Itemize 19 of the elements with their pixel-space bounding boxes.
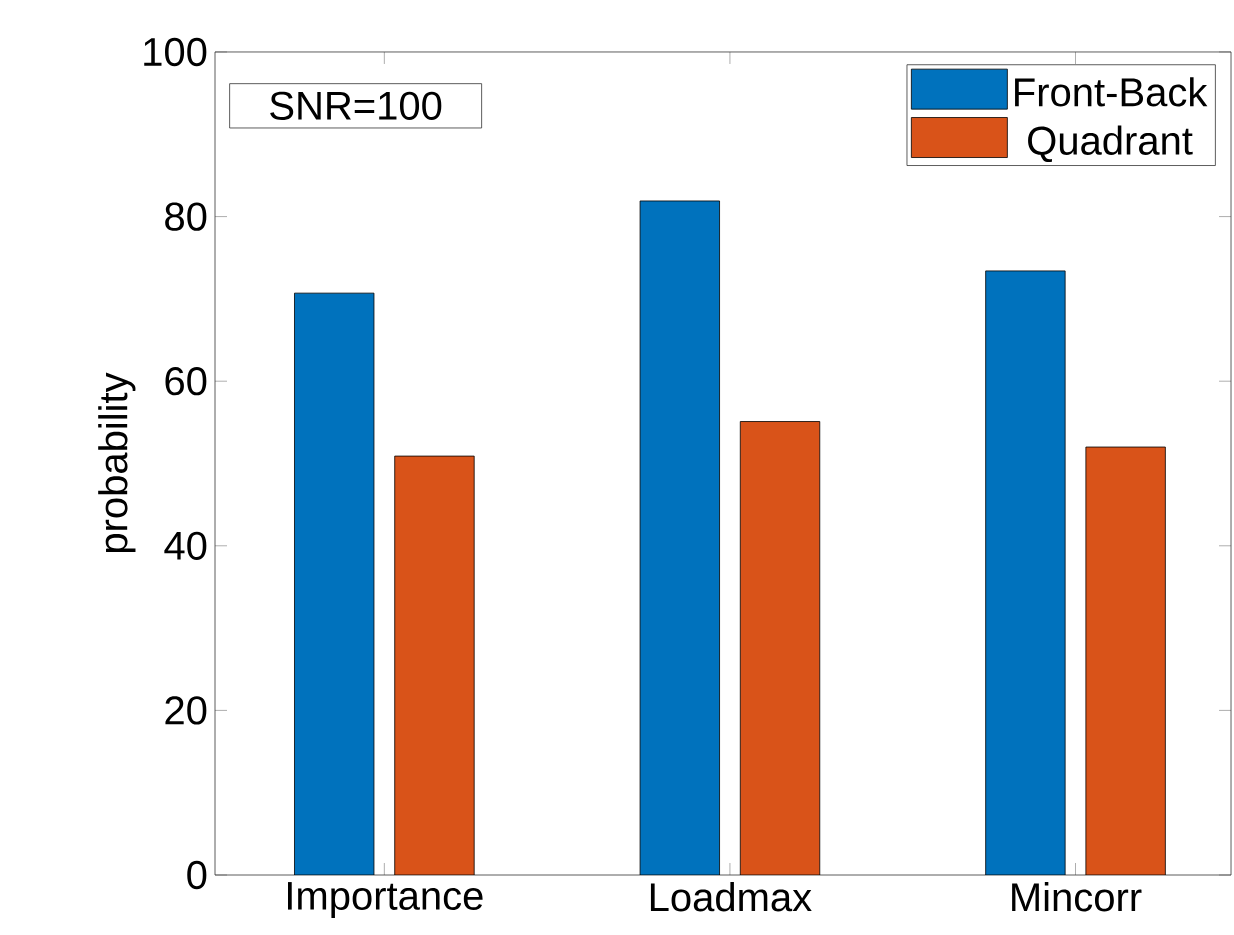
legend-label: Front-Back bbox=[1015, 77, 1208, 107]
x-tick-label: Loadmax bbox=[650, 882, 812, 912]
bar bbox=[639, 200, 720, 875]
x-tick-label: Importance bbox=[287, 882, 483, 918]
legend-label: Quadrant bbox=[1028, 125, 1193, 163]
y-tick-label: 100 bbox=[144, 37, 207, 67]
y-tick-label: 20 bbox=[165, 696, 207, 725]
y-tick-label: 80 bbox=[165, 202, 207, 231]
y-axis-title: probability bbox=[98, 372, 136, 553]
y-tick-label: 60 bbox=[165, 367, 207, 396]
x-tick-label: Mincorr bbox=[1012, 882, 1142, 912]
bar bbox=[1085, 446, 1166, 875]
bar bbox=[739, 421, 821, 875]
annotation: SNR=100 bbox=[270, 91, 442, 120]
y-tick-label: 0 bbox=[187, 860, 207, 890]
bar bbox=[294, 292, 375, 875]
bar bbox=[394, 455, 475, 875]
bar bbox=[985, 270, 1066, 875]
y-tick-label: 40 bbox=[164, 531, 207, 560]
